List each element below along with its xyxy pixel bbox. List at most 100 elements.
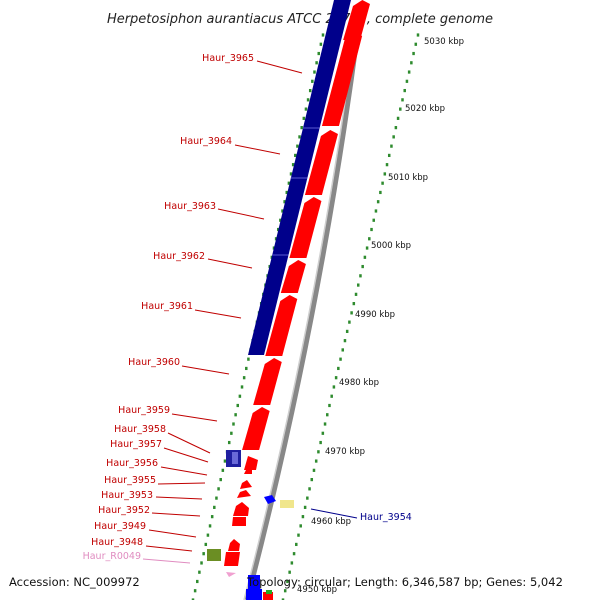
gene-label-haur-3959: Haur_3959: [118, 405, 170, 416]
leader-line: [207, 258, 253, 269]
inner-dot: [298, 135, 301, 139]
inner-dot: [236, 403, 240, 408]
inner-dot: [193, 589, 197, 593]
outer-dot: [326, 413, 329, 417]
feature-3958-inner: [232, 452, 238, 464]
outer-dot: [407, 70, 411, 74]
feature-3954-arrow: [264, 495, 276, 504]
gene-label-haur-3962: Haur_3962: [153, 251, 205, 262]
outer-dot: [392, 135, 395, 139]
gene-label-haur-3958: Haur_3958: [114, 424, 166, 435]
scale-label-5020: 5020 kbp: [405, 104, 445, 114]
inner-dot: [242, 376, 246, 380]
feature-bottom-blue: [248, 575, 260, 589]
gene-3961-block: [265, 295, 298, 356]
outer-dot: [416, 33, 420, 37]
feature-rna: [226, 572, 236, 577]
gene-label-haur-3952: Haur_3952: [98, 505, 150, 516]
outer-dot: [310, 477, 314, 482]
outer-dot: [341, 348, 345, 352]
outer-dot: [297, 533, 300, 537]
gene-label-haur-3953: Haur_3953: [101, 490, 153, 501]
inner-dot: [279, 218, 282, 222]
inner-dot: [230, 431, 233, 435]
inner-dot: [300, 126, 303, 130]
scale-label-4950: 4950 kbp: [297, 585, 337, 595]
outer-dot: [328, 403, 331, 408]
gene-label-haur-3964: Haur_3964: [180, 136, 232, 147]
leader-line: [234, 144, 281, 155]
feature-3952b: [232, 517, 246, 526]
gene-label-haur-3961: Haur_3961: [141, 301, 193, 312]
leader-line: [167, 432, 211, 454]
outer-dot: [383, 172, 387, 176]
outer-dot: [337, 366, 340, 371]
outer-dot: [410, 61, 413, 65]
outer-dot: [290, 561, 294, 565]
outer-dot: [330, 394, 333, 398]
inner-dot: [202, 552, 205, 556]
label-leaders: [142, 60, 358, 564]
leader-line: [155, 496, 203, 500]
outer-dot: [295, 542, 298, 547]
gene-label-haur-3960: Haur_3960: [128, 357, 180, 368]
inner-dot: [304, 107, 308, 111]
inner-dot: [198, 570, 201, 574]
outer-dot: [390, 144, 393, 148]
outer-dot: [354, 292, 358, 296]
inner-dot: [291, 163, 295, 167]
outer-dot: [372, 218, 375, 222]
leader-line: [148, 529, 197, 538]
inner-dot: [317, 51, 320, 56]
outer-dot: [345, 329, 349, 333]
feature-bottom-green: [266, 590, 272, 594]
inner-dot: [206, 533, 210, 537]
inner-dot: [287, 181, 291, 185]
outer-dot: [319, 440, 322, 445]
inner-dot: [213, 505, 216, 509]
gene-3965-block: [321, 32, 363, 126]
feature-bottom-blue2: [246, 589, 262, 600]
outer-dot: [306, 496, 309, 500]
inner-dot: [208, 524, 212, 528]
outer-dot: [339, 357, 342, 361]
outer-dot: [405, 79, 409, 83]
scale-label-4970: 4970 kbp: [325, 447, 365, 457]
scale-label-4960: 4960 kbp: [311, 517, 351, 527]
feature-olive: [207, 549, 221, 561]
reverse-strand-band: [248, 0, 351, 355]
outer-dot: [399, 107, 402, 111]
outer-dot: [403, 88, 406, 93]
gene-3962-block: [280, 260, 306, 293]
leader-line: [171, 413, 218, 422]
feature-3957: [244, 456, 258, 470]
outer-dot: [376, 200, 380, 204]
scale-label-5000: 5000 kbp: [371, 241, 411, 251]
outer-dot: [412, 51, 415, 56]
outer-dot: [363, 255, 367, 259]
inner-dot: [196, 579, 199, 584]
outer-dot: [308, 487, 311, 491]
inner-dot: [238, 394, 242, 398]
inner-dot: [234, 413, 237, 417]
inner-dot: [245, 366, 248, 371]
inner-dot: [315, 61, 318, 65]
topology-text: Topology: circular; Length: 6,346,587 bp…: [246, 575, 563, 589]
gene-label-haur-3955: Haur_3955: [104, 475, 156, 486]
inner-dot: [281, 209, 284, 213]
gene-label-haur-3963: Haur_3963: [164, 201, 216, 212]
gene-3963-block: [289, 197, 322, 258]
feature-3948b: [224, 552, 240, 566]
outer-dot: [356, 283, 360, 287]
feature-3953: [237, 490, 251, 498]
inner-dot: [217, 487, 220, 491]
outer-dot: [401, 98, 404, 102]
inner-dot: [302, 116, 306, 120]
inner-dot: [232, 422, 235, 426]
gene-3960-block: [253, 358, 282, 405]
inner-dot: [289, 172, 293, 176]
outer-dot: [312, 468, 316, 472]
outer-dot: [348, 320, 351, 324]
gene-label-haur-3954: Haur_3954: [360, 512, 412, 523]
outer-dot: [396, 116, 400, 120]
